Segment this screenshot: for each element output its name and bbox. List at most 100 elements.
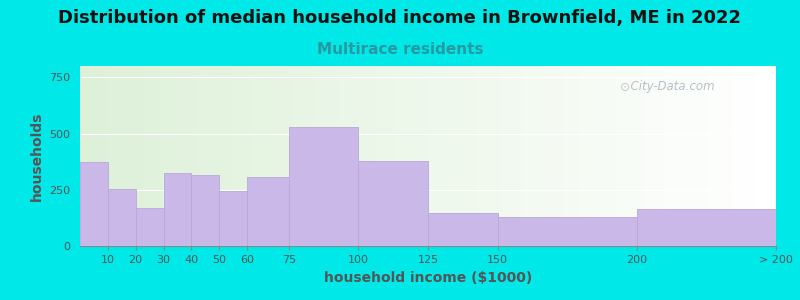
Bar [537, 66, 539, 246]
Bar [278, 66, 279, 246]
Bar [98, 66, 101, 246]
Bar [742, 66, 743, 246]
Bar [94, 66, 96, 246]
Bar [678, 66, 681, 246]
Bar [565, 66, 567, 246]
Bar [449, 66, 451, 246]
Bar [542, 66, 544, 246]
Bar [222, 66, 224, 246]
Bar [235, 66, 238, 246]
Bar [766, 66, 769, 246]
Bar [765, 66, 766, 246]
Bar [430, 66, 433, 246]
Bar [351, 66, 354, 246]
Bar [361, 66, 363, 246]
Bar [586, 66, 588, 246]
Bar [567, 66, 570, 246]
Bar [314, 66, 317, 246]
Bar [240, 66, 242, 246]
Bar [214, 66, 217, 246]
Bar [606, 66, 609, 246]
Bar [307, 66, 310, 246]
Bar [720, 66, 722, 246]
Bar [438, 66, 440, 246]
Bar [750, 66, 753, 246]
Bar [242, 66, 245, 246]
Bar [402, 66, 405, 246]
Bar [639, 66, 642, 246]
Text: Multirace residents: Multirace residents [317, 42, 483, 57]
Bar [482, 66, 484, 246]
Bar [279, 66, 282, 246]
Bar [113, 66, 115, 246]
Bar [514, 66, 516, 246]
Bar [493, 66, 495, 246]
Bar [451, 66, 454, 246]
Bar [405, 66, 407, 246]
Bar [510, 66, 511, 246]
Bar [774, 66, 776, 246]
Bar [349, 66, 351, 246]
Bar [136, 208, 163, 246]
Bar [219, 66, 222, 246]
Bar [618, 66, 621, 246]
Bar [474, 66, 477, 246]
Bar [602, 66, 604, 246]
Bar [289, 127, 358, 246]
Bar [623, 66, 626, 246]
Bar [718, 66, 720, 246]
Bar [256, 66, 258, 246]
Bar [254, 66, 256, 246]
Bar [722, 66, 725, 246]
Bar [103, 66, 106, 246]
Bar [433, 66, 435, 246]
Bar [598, 66, 600, 246]
Bar [212, 66, 214, 246]
Bar [653, 66, 655, 246]
Bar [298, 66, 301, 246]
Bar [616, 66, 618, 246]
Bar [648, 66, 650, 246]
Bar [771, 66, 774, 246]
Bar [743, 66, 746, 246]
Bar [186, 66, 189, 246]
Bar [270, 66, 273, 246]
Bar [533, 66, 534, 246]
Bar [231, 66, 233, 246]
Bar [458, 66, 461, 246]
Bar [106, 66, 108, 246]
Bar [593, 66, 595, 246]
Bar [196, 66, 198, 246]
Bar [198, 66, 201, 246]
Bar [400, 66, 402, 246]
Bar [690, 66, 693, 246]
Bar [273, 66, 275, 246]
Bar [247, 66, 250, 246]
Bar [126, 66, 129, 246]
Bar [739, 66, 742, 246]
Bar [634, 66, 637, 246]
Bar [428, 213, 498, 246]
Bar [326, 66, 328, 246]
Bar [302, 66, 305, 246]
Bar [96, 66, 98, 246]
Bar [330, 66, 333, 246]
Bar [117, 66, 119, 246]
Bar [356, 66, 358, 246]
Bar [611, 66, 614, 246]
Bar [642, 66, 644, 246]
Bar [159, 66, 161, 246]
Bar [323, 66, 326, 246]
Bar [238, 66, 240, 246]
Bar [289, 66, 291, 246]
Bar [372, 66, 374, 246]
Bar [226, 66, 229, 246]
Bar [163, 66, 166, 246]
Bar [562, 66, 565, 246]
Bar [395, 66, 398, 246]
Bar [462, 66, 465, 246]
Bar [389, 66, 391, 246]
Bar [600, 66, 602, 246]
Bar [363, 66, 366, 246]
Bar [140, 66, 142, 246]
